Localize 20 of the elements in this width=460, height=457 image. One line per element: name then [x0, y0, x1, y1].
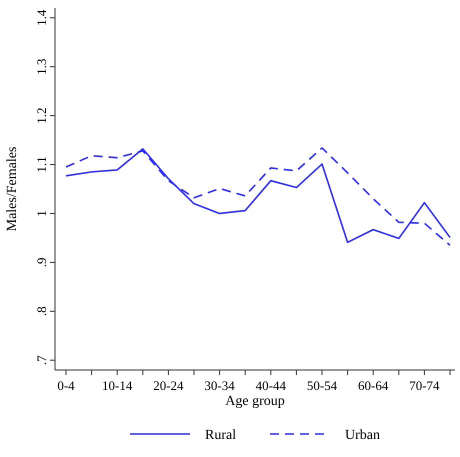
y-tick-label: .7	[34, 354, 49, 366]
x-tick-label: 10-14	[102, 378, 133, 393]
legend-label: Rural	[205, 428, 236, 443]
x-tick-label: 30-34	[204, 378, 236, 393]
y-tick-label: .9	[34, 258, 49, 268]
x-tick-label: 60-64	[358, 378, 389, 393]
x-tick-label: 20-24	[153, 378, 184, 393]
x-tick-label: 70-74	[409, 378, 440, 393]
y-tick-label: 1	[34, 210, 49, 217]
y-axis-title: Males/Females	[5, 146, 20, 232]
y-tick-label: 1.3	[34, 58, 49, 75]
x-tick-label: 40-44	[256, 378, 286, 393]
y-tick-label: .8	[34, 306, 49, 316]
legend-label: Urban	[345, 428, 380, 443]
y-tick-label: 1.2	[34, 107, 49, 124]
y-tick-label: 1.1	[34, 156, 49, 173]
y-tick-label: 1.4	[34, 9, 49, 26]
x-axis-title: Age group	[225, 394, 285, 409]
x-tick-label: 0-4	[57, 378, 76, 393]
x-tick-label: 50-54	[306, 378, 338, 393]
